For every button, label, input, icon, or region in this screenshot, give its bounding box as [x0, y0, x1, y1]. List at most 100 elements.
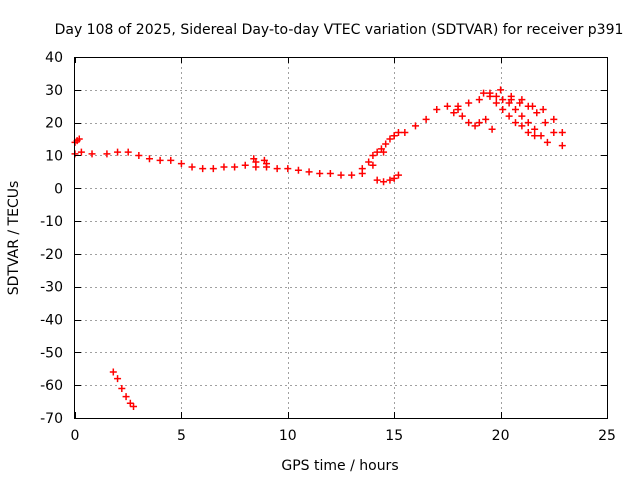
data-point: [284, 165, 292, 173]
y-tick-label: 0: [54, 181, 63, 197]
y-tick-label: 30: [45, 83, 63, 99]
data-point: [550, 128, 558, 136]
data-point: [450, 109, 458, 117]
data-point: [103, 150, 111, 158]
data-point: [380, 178, 388, 186]
data-point: [135, 151, 143, 159]
data-point: [499, 106, 507, 114]
chart-title: Day 108 of 2025, Sidereal Day-to-day VTE…: [55, 22, 624, 38]
data-point: [475, 96, 483, 104]
y-tick-label: -10: [40, 214, 63, 230]
data-point: [488, 125, 496, 133]
data-point: [480, 89, 488, 97]
data-point: [394, 128, 402, 136]
data-point: [486, 92, 494, 100]
data-point: [497, 86, 505, 94]
data-point: [273, 165, 281, 173]
x-axis-label: GPS time / hours: [281, 458, 398, 474]
data-point: [199, 165, 207, 173]
y-tick-label: -70: [40, 411, 63, 427]
grid: [75, 57, 607, 418]
data-point: [220, 163, 228, 171]
x-tick-label: 20: [492, 428, 510, 444]
data-point: [348, 171, 356, 179]
data-point: [499, 96, 507, 104]
x-tick-label: 10: [279, 428, 297, 444]
data-point: [130, 403, 138, 411]
data-point: [122, 393, 130, 401]
data-point: [541, 119, 549, 127]
data-point: [505, 112, 513, 120]
data-point: [167, 156, 175, 164]
data-point: [543, 138, 551, 146]
data-point: [492, 92, 500, 100]
data-point: [156, 156, 164, 164]
data-point: [465, 99, 473, 107]
series-low-branch: [373, 171, 402, 186]
data-point: [386, 176, 394, 184]
data-point: [126, 399, 134, 407]
data-point: [390, 174, 398, 182]
data-point: [507, 96, 515, 104]
data-point: [531, 125, 539, 133]
y-tick-label: -20: [40, 247, 63, 263]
data-point: [358, 165, 366, 173]
data-point: [537, 132, 545, 140]
data-point: [337, 171, 345, 179]
x-tick-label: 0: [71, 428, 80, 444]
series-peak-arc-1: [450, 106, 496, 133]
data-point: [390, 132, 398, 140]
data-points: [71, 86, 566, 411]
x-tick-label: 15: [385, 428, 403, 444]
data-point: [365, 158, 373, 166]
plot-frame: [74, 57, 608, 419]
series-peak-arc-2: [480, 89, 539, 140]
data-point: [241, 161, 249, 169]
series-peak-arc-4: [507, 96, 566, 150]
data-point: [88, 150, 96, 158]
data-point: [401, 128, 409, 136]
data-point: [231, 163, 239, 171]
data-point: [252, 158, 260, 166]
data-point: [471, 122, 479, 130]
data-point: [531, 132, 539, 140]
data-point: [75, 135, 83, 143]
data-point: [524, 119, 532, 127]
data-point: [109, 368, 117, 376]
y-tick-label: 10: [45, 148, 63, 164]
data-point: [454, 106, 462, 114]
data-point: [145, 155, 153, 163]
data-point: [373, 176, 381, 184]
y-axis-label: SDTVAR / TECUs: [6, 181, 22, 296]
x-tick-label: 5: [177, 428, 186, 444]
data-point: [305, 168, 313, 176]
data-point: [492, 99, 500, 107]
data-point: [118, 384, 126, 392]
data-point: [326, 170, 334, 178]
data-point: [394, 171, 402, 179]
data-point: [316, 170, 324, 178]
y-tick-label: -50: [40, 345, 63, 361]
data-point: [177, 160, 185, 168]
data-point: [114, 148, 122, 156]
data-point: [539, 106, 547, 114]
data-point: [369, 151, 377, 159]
data-point: [433, 106, 441, 114]
data-point: [382, 140, 390, 148]
data-point: [465, 119, 473, 127]
data-point: [482, 115, 490, 123]
data-point: [475, 119, 483, 127]
y-tick-label: 40: [45, 50, 63, 66]
data-point: [518, 122, 526, 130]
data-point: [511, 106, 519, 114]
data-point: [518, 112, 526, 120]
y-tick-label: -40: [40, 313, 63, 329]
data-point: [458, 112, 466, 120]
data-point: [558, 142, 566, 150]
data-point: [114, 375, 122, 383]
series-peak-arc-3: [492, 92, 551, 146]
y-tick-label: 20: [45, 116, 63, 132]
series-isolated-track: [109, 368, 138, 411]
data-point: [524, 102, 532, 110]
